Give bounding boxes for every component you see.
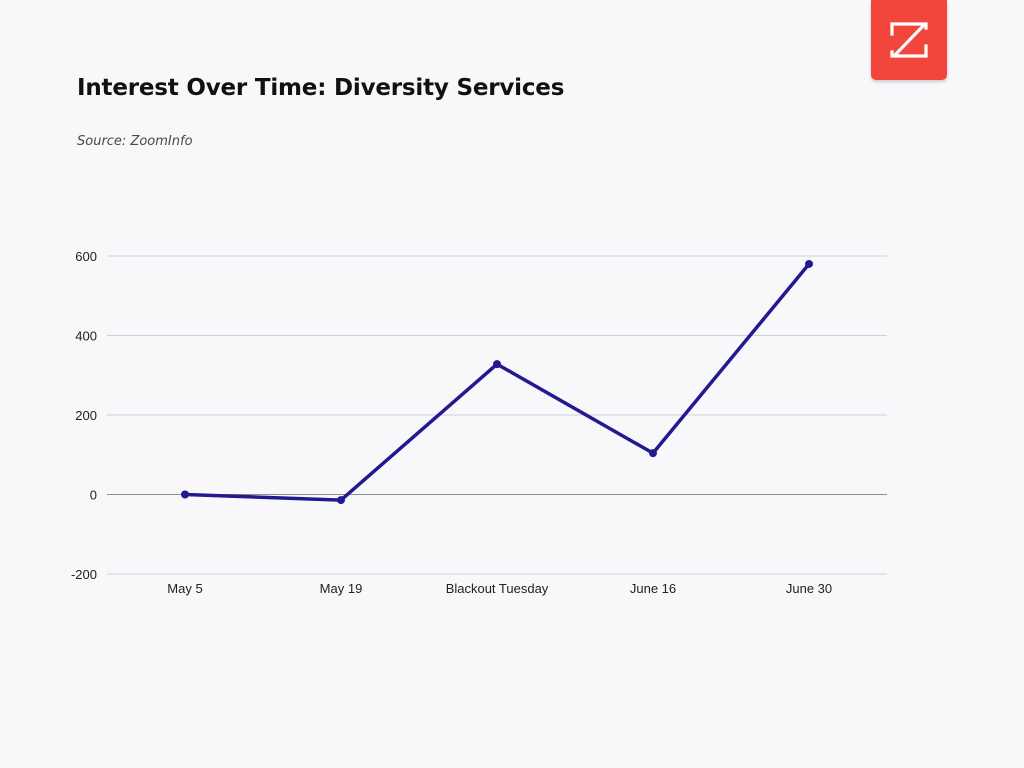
x-axis-tick-labels: May 5 May 19 Blackout Tuesday June 16 June 3… [167, 581, 832, 596]
data-point [181, 490, 189, 499]
y-axis-tick-labels: -200 0 200 400 600 [71, 249, 97, 582]
data-point [337, 496, 345, 505]
data-point [805, 259, 813, 268]
x-tick-label: May 19 [320, 581, 363, 596]
y-tick-label: 200 [75, 408, 97, 423]
x-tick-label: Blackout Tuesday [446, 581, 549, 596]
y-tick-label: 600 [75, 249, 97, 264]
y-tick-label: -200 [71, 567, 97, 582]
x-tick-label: June 30 [786, 581, 832, 596]
y-tick-label: 0 [90, 488, 97, 503]
y-tick-label: 400 [75, 329, 97, 344]
zoominfo-z-logo-icon [890, 22, 928, 58]
data-point [649, 449, 657, 458]
series-layer [181, 259, 813, 505]
data-point [493, 360, 501, 369]
x-tick-label: June 16 [630, 581, 676, 596]
chart-source: Source: ZoomInfo [77, 134, 193, 149]
series-line [183, 262, 811, 502]
gridlines [107, 255, 887, 575]
x-tick-label: May 5 [167, 581, 202, 596]
zoominfo-logo [871, 0, 947, 80]
chart-title: Interest Over Time: Diversity Services [77, 75, 565, 101]
